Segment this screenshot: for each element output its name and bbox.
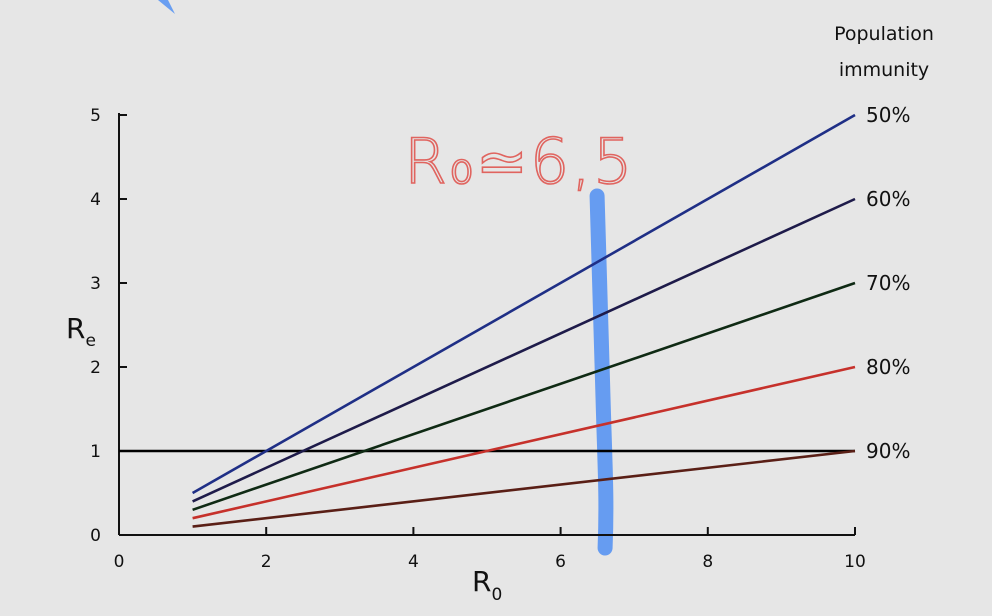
series-lines-group [191,113,856,528]
highlight-marker [589,188,614,556]
y-tick-label: 0 [90,526,101,546]
legend-title-line-1: Population [834,23,934,45]
x-tick-label: 2 [261,552,272,572]
corner-highlight-mark [158,0,175,14]
y-tick-label: 1 [90,442,101,462]
handwritten-annotation: R₀≃6,5 [404,125,634,198]
x-tick-label: 10 [844,552,866,572]
series-labels-group: 50% 60% 70% 80% 90% [866,103,910,463]
x-tick-label: 8 [702,552,713,572]
series-label: 80% [866,355,910,379]
y-axis-title-main: R [66,312,85,345]
y-tick-label: 4 [90,190,101,210]
x-axis-title-main: R [472,565,491,598]
x-axis-title-sub: 0 [491,585,502,605]
y-axis-title-sub: e [85,331,95,351]
series-label: 60% [866,187,910,211]
series-label: 90% [866,439,910,463]
y-tick-label: 5 [90,106,101,126]
x-tick-group: 0 2 4 6 8 10 [114,527,866,572]
series-line [191,113,856,495]
x-tick-label: 6 [555,552,566,572]
series-label: 50% [866,103,910,127]
series-line [192,281,856,512]
y-axis-title: Re [66,312,96,351]
x-axis-title: R0 [472,565,502,605]
x-tick-label: 0 [114,552,125,572]
y-tick-label: 2 [90,358,101,378]
legend-title-line-2: immunity [839,59,929,81]
y-tick-label: 3 [90,274,101,294]
series-line [192,365,856,520]
series-line [192,449,856,528]
series-label: 70% [866,271,910,295]
series-line [192,197,856,503]
x-tick-label: 4 [408,552,419,572]
